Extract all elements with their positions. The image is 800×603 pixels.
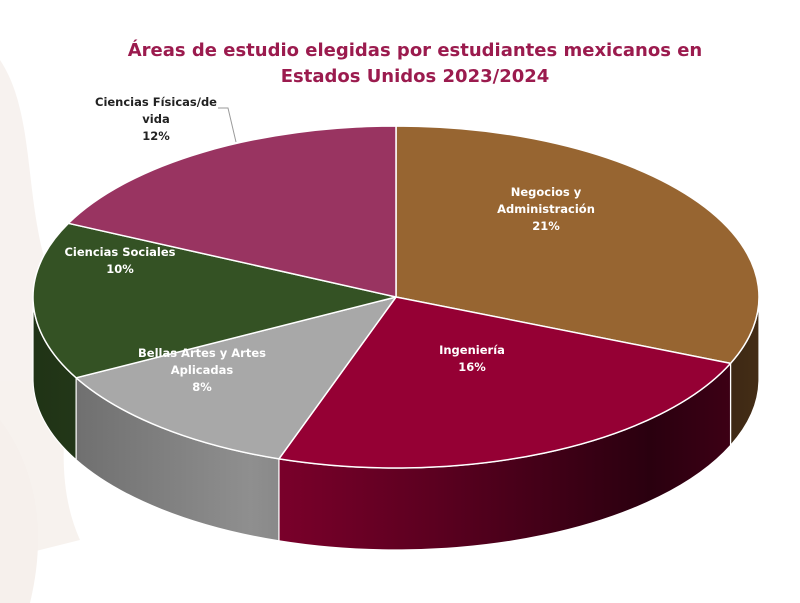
slice-label-negocios: Negocios y Administración 21%: [497, 185, 595, 233]
pie-slice-bellas-artes-y-artes-aplicadas: [75, 296, 397, 460]
pie-slice-ciencias-sociales: [32, 222, 397, 379]
slice-label-ciencias-fisicas: Ciencias Físicas/de vida 12%: [95, 95, 217, 143]
slice-label-bellas-artes: Bellas Artes y Artes Aplicadas 8%: [138, 346, 266, 394]
chart-title: Áreas de estudio elegidas por estudiante…: [120, 38, 710, 90]
chart-title-line-1: Áreas de estudio elegidas por estudiante…: [127, 40, 703, 61]
chart-title-line-2: Estados Unidos 2023/2024: [280, 66, 550, 87]
pie-slice-negocios-y-administracion: [395, 125, 760, 365]
pie-slice-ingenieria: [278, 296, 732, 469]
leader-line-ciencias-fisicas: [218, 107, 237, 143]
slice-label-ciencias-sociales: Ciencias Sociales 10%: [64, 245, 176, 276]
pie-slice-ciencias-fisicas-de-vida: [67, 125, 397, 298]
slice-label-ingenieria: Ingeniería 16%: [439, 343, 505, 374]
